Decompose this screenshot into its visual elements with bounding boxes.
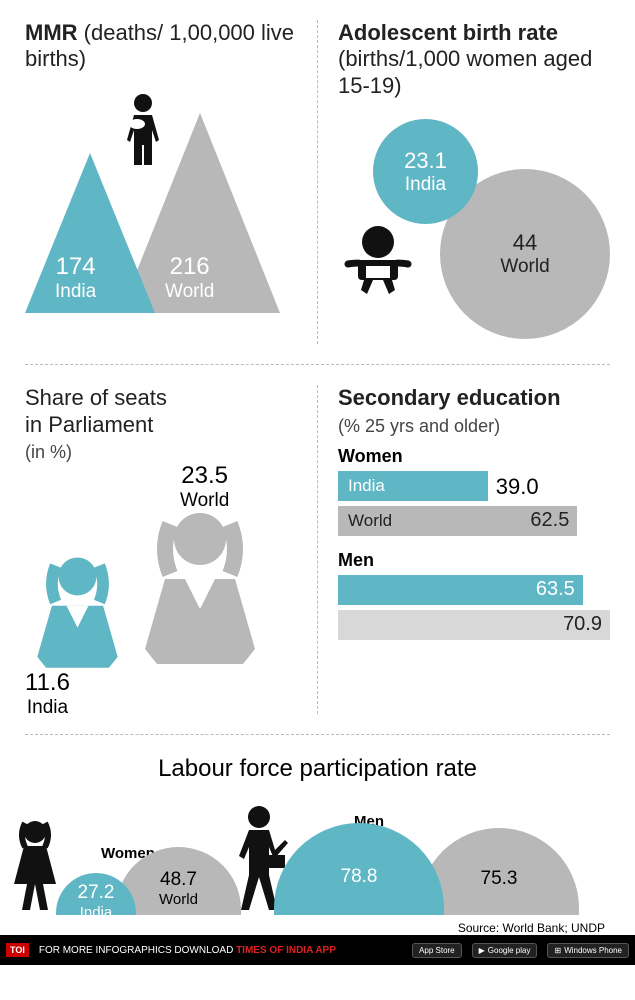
abr-title: Adolescent birth rate (births/1,000 wome… bbox=[338, 20, 610, 99]
row-1: MMR (deaths/ 1,00,000 live births) 174In… bbox=[25, 20, 610, 365]
footer-bar: TOI FOR MORE INFOGRAPHICS DOWNLOAD TIMES… bbox=[0, 935, 635, 965]
abr-title-sub: (births/1,000 women aged 15-19) bbox=[338, 46, 592, 97]
windows-badge[interactable]: ⊞ Windows Phone bbox=[547, 943, 629, 958]
woman-silhouette-india-icon bbox=[30, 554, 125, 672]
parliament-title: Share of seatsin Parliament (in %) bbox=[25, 385, 297, 464]
edu-women-india-val: 39.0 bbox=[496, 474, 539, 500]
education-sub: (% 25 yrs and older) bbox=[338, 416, 500, 436]
edu-men-world-bar: 70.9 bbox=[338, 610, 610, 640]
education-women-label: Women bbox=[338, 446, 610, 467]
labour-women-side: Women 27.2India 48.7World bbox=[56, 847, 241, 915]
woman-silhouette-world-icon bbox=[135, 509, 265, 669]
edu-men-india-bar: 63.5 bbox=[338, 575, 583, 605]
abr-world-label: 44World bbox=[500, 230, 549, 278]
labour-panel: Labour force participation rate Women 27… bbox=[25, 755, 610, 935]
edu-women-india-bar: India bbox=[338, 471, 488, 501]
abr-india-label: 23.1India bbox=[404, 148, 447, 196]
mmr-title: MMR (deaths/ 1,00,000 live births) bbox=[25, 20, 297, 73]
education-men-group: Men 63.5 70.9 bbox=[338, 550, 610, 640]
edu-men-india-row: 63.5 bbox=[338, 575, 610, 605]
parliament-sub: (in %) bbox=[25, 442, 72, 462]
labour-men-side: Men 78.8 75.3 bbox=[274, 823, 579, 915]
row-2: Share of seatsin Parliament (in %) bbox=[25, 385, 610, 735]
mmr-chart: 174India 216World bbox=[25, 83, 297, 313]
abr-panel: Adolescent birth rate (births/1,000 wome… bbox=[317, 20, 610, 344]
parliament-chart: 23.5World 11.6India bbox=[25, 474, 297, 714]
parliament-panel: Share of seatsin Parliament (in %) bbox=[25, 385, 297, 714]
education-title: Secondary education (% 25 yrs and older) bbox=[338, 385, 610, 438]
abr-chart: 44World 23.1India bbox=[338, 104, 610, 344]
mother-with-baby-icon bbox=[120, 93, 166, 169]
parliament-india-label: 11.6India bbox=[25, 669, 70, 719]
parliament-world-label: 23.5World bbox=[180, 462, 229, 512]
edu-women-world-row: World 62.5 bbox=[338, 506, 610, 536]
mmr-india-label: 174India bbox=[55, 253, 96, 302]
appstore-badge[interactable]: App Store bbox=[412, 943, 462, 958]
labour-chart: Women 27.2India 48.7World Men bbox=[25, 795, 610, 915]
source-text: Source: World Bank; UNDP bbox=[25, 921, 610, 935]
mmr-world-label: 216World bbox=[165, 253, 214, 302]
abr-circle-india: 23.1India bbox=[373, 119, 478, 224]
education-panel: Secondary education (% 25 yrs and older)… bbox=[317, 385, 610, 714]
edu-men-world-row: 70.9 bbox=[338, 610, 610, 640]
education-men-label: Men bbox=[338, 550, 610, 571]
education-women-group: Women India 39.0 World 62.5 bbox=[338, 446, 610, 536]
abr-title-bold: Adolescent birth rate bbox=[338, 20, 558, 45]
labour-title: Labour force participation rate bbox=[25, 755, 610, 783]
labour-men-india: 78.8 bbox=[274, 823, 444, 915]
baby-icon bbox=[338, 224, 418, 304]
infographic-container: MMR (deaths/ 1,00,000 live births) 174In… bbox=[0, 0, 635, 935]
girl-walking-icon bbox=[8, 820, 63, 915]
toi-badge: TOI bbox=[6, 943, 29, 957]
googleplay-badge[interactable]: ▶ Google play bbox=[472, 943, 538, 958]
mmr-title-bold: MMR bbox=[25, 20, 78, 45]
education-bars: Women India 39.0 World 62.5 bbox=[338, 446, 610, 640]
mmr-panel: MMR (deaths/ 1,00,000 live births) 174In… bbox=[25, 20, 297, 344]
footer-text: FOR MORE INFOGRAPHICS DOWNLOAD TIMES OF … bbox=[39, 945, 336, 956]
edu-women-world-bar: World 62.5 bbox=[338, 506, 577, 536]
edu-women-india-row: India 39.0 bbox=[338, 471, 610, 501]
